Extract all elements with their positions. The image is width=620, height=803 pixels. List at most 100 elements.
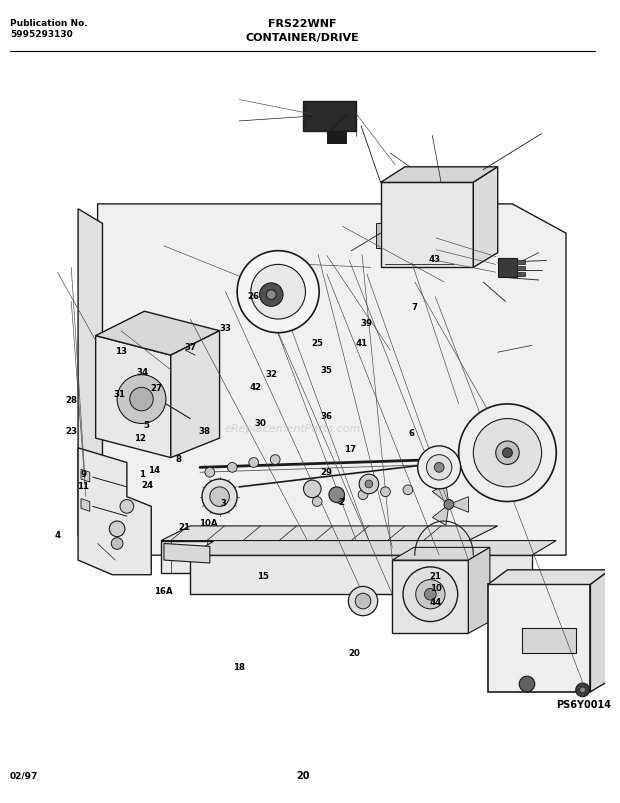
Polygon shape	[449, 497, 469, 512]
Polygon shape	[517, 267, 525, 271]
Polygon shape	[473, 168, 498, 268]
Circle shape	[403, 567, 458, 622]
Polygon shape	[517, 273, 525, 277]
Text: 21: 21	[179, 523, 190, 532]
Polygon shape	[381, 168, 498, 183]
Polygon shape	[376, 224, 381, 248]
Polygon shape	[190, 556, 532, 594]
Circle shape	[251, 265, 306, 320]
Circle shape	[576, 683, 590, 697]
Text: 32: 32	[265, 369, 277, 378]
Text: 20: 20	[348, 648, 360, 657]
Text: 4: 4	[55, 530, 61, 539]
Circle shape	[459, 405, 556, 502]
Polygon shape	[432, 484, 449, 505]
Text: 41: 41	[356, 338, 368, 347]
Circle shape	[304, 480, 321, 498]
Polygon shape	[190, 541, 556, 556]
Polygon shape	[81, 470, 90, 483]
Polygon shape	[95, 336, 170, 458]
Circle shape	[117, 375, 166, 424]
Text: 24: 24	[141, 481, 153, 490]
Circle shape	[237, 251, 319, 333]
Circle shape	[473, 419, 542, 487]
Text: 18: 18	[233, 662, 245, 671]
Text: 6: 6	[409, 428, 414, 438]
Text: 12: 12	[135, 434, 146, 442]
Circle shape	[381, 487, 391, 497]
Text: 23: 23	[65, 426, 78, 436]
Text: 9: 9	[81, 469, 87, 478]
Text: 2: 2	[339, 497, 345, 507]
Polygon shape	[170, 332, 219, 458]
Circle shape	[109, 521, 125, 537]
Text: 11: 11	[78, 482, 89, 491]
Polygon shape	[161, 541, 469, 573]
Text: FRS22WNF: FRS22WNF	[268, 19, 337, 30]
Text: 16A: 16A	[154, 587, 173, 596]
Text: 1: 1	[139, 469, 145, 478]
Polygon shape	[392, 548, 490, 560]
Text: 02/97: 02/97	[10, 771, 38, 780]
Text: Publication No.: Publication No.	[10, 19, 87, 28]
Polygon shape	[432, 505, 449, 526]
Circle shape	[335, 494, 345, 503]
Text: 25: 25	[312, 338, 324, 347]
Circle shape	[205, 468, 215, 478]
Text: 26: 26	[247, 291, 259, 300]
Polygon shape	[522, 629, 576, 653]
Circle shape	[210, 487, 229, 507]
Circle shape	[228, 463, 237, 473]
Text: 27: 27	[150, 384, 162, 393]
Text: 35: 35	[321, 365, 333, 375]
Text: 36: 36	[321, 411, 333, 420]
Text: 30: 30	[254, 418, 266, 427]
Polygon shape	[327, 132, 347, 145]
Circle shape	[503, 448, 512, 458]
Circle shape	[365, 480, 373, 488]
Circle shape	[312, 497, 322, 507]
Circle shape	[416, 580, 445, 609]
Circle shape	[519, 676, 535, 692]
Text: 14: 14	[148, 465, 161, 474]
Text: 28: 28	[65, 395, 78, 405]
Text: 44: 44	[430, 597, 442, 606]
Circle shape	[403, 485, 413, 495]
Polygon shape	[95, 312, 219, 356]
Polygon shape	[488, 570, 610, 585]
Polygon shape	[517, 261, 525, 265]
Text: 10: 10	[430, 584, 441, 593]
Polygon shape	[381, 183, 473, 268]
Polygon shape	[161, 526, 498, 541]
Polygon shape	[288, 287, 298, 294]
Text: 37: 37	[185, 342, 197, 351]
Circle shape	[427, 455, 452, 480]
Circle shape	[348, 587, 378, 616]
Circle shape	[249, 458, 259, 468]
Circle shape	[425, 589, 436, 601]
Polygon shape	[590, 570, 610, 692]
Text: 3: 3	[221, 499, 227, 507]
Polygon shape	[303, 102, 356, 132]
Text: 13: 13	[115, 346, 127, 355]
Text: 29: 29	[321, 467, 333, 476]
Text: CONTAINER/DRIVE: CONTAINER/DRIVE	[246, 33, 360, 43]
Text: PS6Y0014: PS6Y0014	[556, 699, 611, 710]
Circle shape	[418, 446, 461, 489]
Circle shape	[444, 500, 454, 510]
Text: 5: 5	[143, 421, 149, 430]
Text: 33: 33	[219, 324, 231, 332]
Text: 5995293130: 5995293130	[10, 31, 73, 39]
Text: 8: 8	[175, 454, 182, 463]
Polygon shape	[81, 499, 90, 512]
Text: 7: 7	[412, 303, 417, 312]
Circle shape	[111, 538, 123, 549]
Text: 43: 43	[428, 255, 440, 263]
Text: 15: 15	[257, 571, 269, 580]
Circle shape	[202, 479, 237, 515]
Polygon shape	[78, 210, 102, 551]
Polygon shape	[78, 448, 151, 575]
Polygon shape	[164, 544, 210, 563]
Text: 34: 34	[136, 368, 148, 377]
Text: 21: 21	[430, 571, 441, 580]
